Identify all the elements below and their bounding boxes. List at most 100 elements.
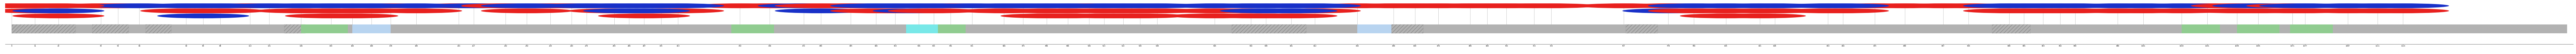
Ellipse shape [1077,3,1170,8]
Ellipse shape [255,3,348,8]
Bar [1991,25,2030,33]
Ellipse shape [1244,8,1337,13]
Ellipse shape [0,3,57,8]
Bar [93,25,129,33]
Ellipse shape [1221,14,1311,18]
Bar [2290,25,2334,33]
Bar [907,25,938,33]
Ellipse shape [13,3,106,8]
Ellipse shape [1649,8,1739,13]
Ellipse shape [2192,8,2282,13]
Ellipse shape [1978,8,2071,13]
Ellipse shape [1221,3,1311,8]
Ellipse shape [2136,3,2228,8]
Bar [283,25,307,33]
Ellipse shape [616,8,706,13]
Ellipse shape [1623,8,1716,13]
Ellipse shape [459,3,551,8]
Ellipse shape [1170,14,1260,18]
Ellipse shape [775,3,866,8]
Ellipse shape [2071,3,2164,8]
Ellipse shape [889,3,979,8]
Ellipse shape [204,3,296,8]
Ellipse shape [175,3,265,8]
Ellipse shape [1394,3,1484,8]
Ellipse shape [1347,3,1440,8]
Ellipse shape [1206,8,1296,13]
Ellipse shape [13,8,106,13]
Ellipse shape [598,8,690,13]
Ellipse shape [2192,3,2282,8]
Ellipse shape [1170,3,1260,8]
Ellipse shape [598,14,690,18]
Ellipse shape [13,14,106,18]
Ellipse shape [1680,8,1772,13]
Ellipse shape [1023,3,1113,8]
Ellipse shape [1095,14,1185,18]
Ellipse shape [1221,8,1311,13]
Ellipse shape [1077,14,1170,18]
Ellipse shape [569,3,659,8]
Ellipse shape [1996,8,2089,13]
Ellipse shape [307,14,399,18]
Ellipse shape [1206,3,1296,8]
Ellipse shape [1059,8,1149,13]
Ellipse shape [139,8,232,13]
Ellipse shape [1728,3,1821,8]
Ellipse shape [804,3,896,8]
Ellipse shape [775,8,866,13]
Ellipse shape [2213,3,2306,8]
Bar [10,25,75,33]
Ellipse shape [1623,3,1716,8]
Ellipse shape [371,8,461,13]
Ellipse shape [371,3,461,8]
Ellipse shape [2030,8,2120,13]
Ellipse shape [1783,8,1875,13]
Ellipse shape [958,3,1051,8]
Ellipse shape [345,3,435,8]
Ellipse shape [582,3,675,8]
Bar [147,25,170,33]
Ellipse shape [1783,3,1875,8]
Ellipse shape [2030,3,2120,8]
Ellipse shape [1059,14,1149,18]
Ellipse shape [616,3,706,8]
Ellipse shape [1244,14,1337,18]
Ellipse shape [1110,3,1203,8]
Ellipse shape [829,3,922,8]
Ellipse shape [1095,8,1185,13]
Ellipse shape [286,3,376,8]
Ellipse shape [999,8,1092,13]
Ellipse shape [2014,8,2107,13]
Ellipse shape [850,8,940,13]
Ellipse shape [724,3,817,8]
Bar [732,25,773,33]
Ellipse shape [428,3,520,8]
Ellipse shape [1978,3,2071,8]
Bar [1231,25,1306,33]
Ellipse shape [631,3,724,8]
Ellipse shape [1059,3,1149,8]
Ellipse shape [1896,3,1989,8]
Ellipse shape [1270,8,1360,13]
Ellipse shape [999,3,1092,8]
Ellipse shape [255,8,348,13]
Ellipse shape [1963,8,2056,13]
Ellipse shape [1206,14,1296,18]
Ellipse shape [1170,8,1260,13]
Ellipse shape [1489,3,1579,8]
Ellipse shape [139,3,232,8]
Ellipse shape [1244,3,1337,8]
Ellipse shape [2246,3,2339,8]
Ellipse shape [889,8,979,13]
Ellipse shape [541,3,634,8]
Ellipse shape [54,3,147,8]
Ellipse shape [1110,8,1203,13]
Ellipse shape [1922,3,2014,8]
Ellipse shape [2303,8,2393,13]
Bar [1391,25,1425,33]
Ellipse shape [873,8,966,13]
Bar [2236,25,2280,33]
Ellipse shape [482,3,572,8]
Ellipse shape [1504,3,1597,8]
